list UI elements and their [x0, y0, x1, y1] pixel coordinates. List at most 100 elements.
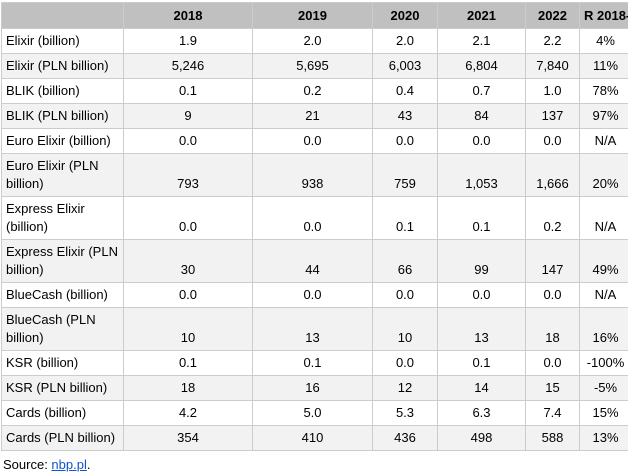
column-header-2018: 2018 [123, 2, 253, 29]
table-cell: 5,246 [123, 53, 253, 79]
table-cell: 410 [252, 425, 373, 451]
row-label: BlueCash (PLN billion) [1, 307, 124, 351]
table-cell: N/A [579, 128, 628, 154]
source-line: Source: nbp.pl. [3, 457, 628, 472]
source-link[interactable]: nbp.pl [51, 457, 87, 472]
table-cell: 13 [252, 307, 373, 351]
table-cell: 0.0 [372, 350, 438, 376]
row-label: BLIK (PLN billion) [1, 103, 124, 129]
table-cell: 10 [372, 307, 438, 351]
table-row: Euro Elixir (PLN billion) 793 938 759 1,… [1, 153, 628, 197]
table-cell: 1.9 [123, 28, 253, 54]
table-row: BlueCash (PLN billion) 10 13 10 13 18 16… [1, 307, 628, 351]
row-label: BlueCash (billion) [1, 282, 124, 308]
table-cell: 588 [525, 425, 580, 451]
table-row: BLIK (PLN billion) 9 21 43 84 137 97% [1, 103, 628, 129]
table-cell: 354 [123, 425, 253, 451]
table-cell: 0.1 [123, 350, 253, 376]
payment-systems-table: 2018 2019 2020 2021 2022 R 2018- Elixir … [1, 2, 628, 451]
column-header-blank [1, 2, 124, 29]
table-cell: 20% [579, 153, 628, 197]
table-cell: 6,003 [372, 53, 438, 79]
table-cell: 137 [525, 103, 580, 129]
table-cell: 18 [123, 375, 253, 401]
row-label: Euro Elixir (billion) [1, 128, 124, 154]
row-label: KSR (PLN billion) [1, 375, 124, 401]
table-cell: 0.0 [252, 128, 373, 154]
table-cell: 0.0 [252, 196, 373, 240]
table-cell: 97% [579, 103, 628, 129]
table-cell: 0.4 [372, 78, 438, 104]
table-cell: 2.0 [372, 28, 438, 54]
table-row: KSR (billion) 0.1 0.1 0.0 0.1 0.0 -100% [1, 350, 628, 376]
row-label: Euro Elixir (PLN billion) [1, 153, 124, 197]
row-label: Cards (billion) [1, 400, 124, 426]
table-cell: 1,053 [437, 153, 526, 197]
table-cell: 21 [252, 103, 373, 129]
table-cell: 1,666 [525, 153, 580, 197]
table-cell: 18 [525, 307, 580, 351]
table-cell: 0.2 [252, 78, 373, 104]
table-cell: 10 [123, 307, 253, 351]
table-cell: 0.0 [123, 196, 253, 240]
table-cell: 0.0 [525, 350, 580, 376]
column-header-2020: 2020 [372, 2, 438, 29]
table-cell: 4.2 [123, 400, 253, 426]
source-period: . [86, 457, 91, 472]
table-cell: N/A [579, 282, 628, 308]
table-cell: 16% [579, 307, 628, 351]
table-cell: -100% [579, 350, 628, 376]
table-cell: 9 [123, 103, 253, 129]
table-cell: 7.4 [525, 400, 580, 426]
row-label: Elixir (PLN billion) [1, 53, 124, 79]
table-cell: 0.0 [525, 128, 580, 154]
table-cell: 0.0 [437, 282, 526, 308]
table-row: Elixir (billion) 1.9 2.0 2.0 2.1 2.2 4% [1, 28, 628, 54]
column-header-r-2018: R 2018- [579, 2, 628, 29]
table-cell: 78% [579, 78, 628, 104]
table-row: BLIK (billion) 0.1 0.2 0.4 0.7 1.0 78% [1, 78, 628, 104]
table-cell: 84 [437, 103, 526, 129]
table-cell: 49% [579, 239, 628, 283]
table-row: Euro Elixir (billion) 0.0 0.0 0.0 0.0 0.… [1, 128, 628, 154]
row-label: BLIK (billion) [1, 78, 124, 104]
table-row: Express Elixir (billion) 0.0 0.0 0.1 0.1… [1, 196, 628, 240]
table-cell: -5% [579, 375, 628, 401]
row-label: Express Elixir (PLN billion) [1, 239, 124, 283]
table-cell: 7,840 [525, 53, 580, 79]
table-cell: 15% [579, 400, 628, 426]
table-cell: 0.0 [525, 282, 580, 308]
table-cell: 436 [372, 425, 438, 451]
column-header-2019: 2019 [252, 2, 373, 29]
column-header-2022: 2022 [525, 2, 580, 29]
table-row: Express Elixir (PLN billion) 30 44 66 99… [1, 239, 628, 283]
table-cell: 5.0 [252, 400, 373, 426]
row-label: Cards (PLN billion) [1, 425, 124, 451]
table-cell: 4% [579, 28, 628, 54]
table-cell: 0.1 [372, 196, 438, 240]
column-header-2021: 2021 [437, 2, 526, 29]
table-cell: 0.1 [437, 196, 526, 240]
table-cell: 6,804 [437, 53, 526, 79]
table-cell: 0.2 [525, 196, 580, 240]
table-cell: 44 [252, 239, 373, 283]
table-cell: 0.0 [123, 282, 253, 308]
table-cell: 16 [252, 375, 373, 401]
table-cell: 759 [372, 153, 438, 197]
table-cell: 43 [372, 103, 438, 129]
table-row: BlueCash (billion) 0.0 0.0 0.0 0.0 0.0 N… [1, 282, 628, 308]
table-cell: 0.0 [437, 128, 526, 154]
table-cell: 938 [252, 153, 373, 197]
table-cell: 498 [437, 425, 526, 451]
table-cell: 13 [437, 307, 526, 351]
table-cell: 99 [437, 239, 526, 283]
table-cell: 11% [579, 53, 628, 79]
table-row: Cards (PLN billion) 354 410 436 498 588 … [1, 425, 628, 451]
table-cell: 5.3 [372, 400, 438, 426]
table-cell: 0.1 [437, 350, 526, 376]
table-row: KSR (PLN billion) 18 16 12 14 15 -5% [1, 375, 628, 401]
table-cell: 6.3 [437, 400, 526, 426]
table-cell: 0.1 [123, 78, 253, 104]
table-cell: 30 [123, 239, 253, 283]
